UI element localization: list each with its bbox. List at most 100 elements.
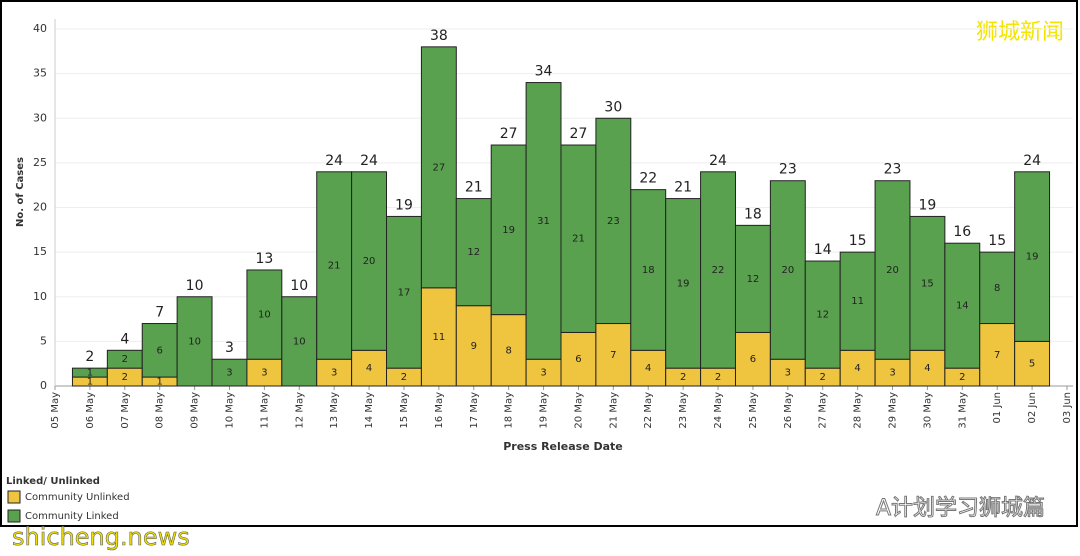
x-tick-label: 29 May: [888, 392, 899, 429]
x-tick-label: 17 May: [469, 392, 480, 429]
x-tick-label: 07 May: [120, 392, 131, 429]
bar-segment: [490, 314, 527, 387]
legend-label: Community Linked: [25, 511, 119, 522]
x-tick-label: 18 May: [504, 392, 515, 429]
total-label: 24: [709, 153, 727, 169]
total-label: 14: [814, 242, 832, 258]
x-tick-label: 08 May: [155, 392, 166, 429]
bar-segment: [525, 358, 562, 387]
x-tick-label: 15 May: [399, 392, 410, 429]
segment-label: 22: [712, 265, 725, 276]
watermark: shicheng.news: [12, 523, 190, 551]
total-label: 15: [988, 233, 1006, 249]
watermark: A计划学习狮城篇: [876, 496, 1045, 521]
segment-label: 4: [645, 363, 651, 374]
segment-label: 15: [921, 278, 934, 289]
x-tick-label: 16 May: [434, 392, 445, 429]
x-tick-label: 30 May: [922, 392, 933, 429]
bar-segment: [176, 296, 213, 387]
segment-label: 18: [642, 265, 655, 276]
bar-segment: [979, 251, 1016, 325]
y-axis-label: No. of Cases: [15, 157, 26, 227]
total-label: 24: [360, 153, 378, 169]
y-tick-label: 30: [33, 111, 47, 124]
segment-label: 20: [886, 265, 899, 276]
legend-swatch: [7, 509, 21, 523]
bar-segment: [874, 180, 911, 360]
y-tick-label: 20: [33, 201, 47, 214]
segment-label: 4: [854, 363, 860, 374]
x-tick-label: 28 May: [853, 392, 864, 429]
bar-segment: [351, 171, 388, 351]
segment-label: 20: [363, 256, 376, 267]
total-label: 34: [535, 64, 553, 80]
total-label: 19: [395, 197, 413, 213]
bar-segment: [769, 180, 806, 360]
segment-label: 3: [331, 368, 337, 379]
legend-label: Community Unlinked: [25, 492, 130, 503]
total-label: 19: [918, 197, 936, 213]
x-tick-label: 19 May: [539, 392, 550, 429]
segment-label: 1: [87, 368, 93, 379]
bar-segment: [455, 198, 492, 307]
segment-label: 3: [226, 368, 232, 379]
segment-label: 2: [122, 354, 128, 365]
total-label: 38: [430, 28, 448, 44]
segment-label: 20: [781, 265, 794, 276]
y-tick-label: 10: [33, 290, 47, 303]
legend-swatch: [7, 490, 21, 504]
segment-label: 21: [328, 261, 341, 272]
segment-label: 17: [398, 287, 411, 298]
bar-segment: [316, 171, 353, 360]
segment-label: 2: [959, 372, 965, 383]
total-label: 4: [120, 331, 129, 347]
bar-segment: [595, 323, 632, 387]
bar-segment: [769, 358, 806, 387]
bar-segment: [839, 251, 876, 351]
segment-label: 3: [540, 368, 546, 379]
bar-segment: [944, 242, 981, 369]
bar-segment: [525, 82, 562, 360]
x-tick-label: 31 May: [957, 392, 968, 429]
x-tick-label: 24 May: [713, 392, 724, 429]
segment-label: 10: [293, 336, 306, 347]
segment-label: 4: [924, 363, 930, 374]
x-tick-label: 25 May: [748, 392, 759, 429]
segment-label: 1: [87, 377, 93, 388]
bar-segment: [420, 287, 457, 387]
segment-label: 11: [432, 332, 445, 343]
segment-label: 3: [785, 368, 791, 379]
total-label: 15: [849, 233, 867, 249]
total-label: 27: [570, 126, 588, 142]
legend-title: Linked/ Unlinked: [6, 476, 100, 487]
total-label: 30: [604, 99, 622, 115]
total-label: 2: [85, 349, 94, 365]
bar-segment: [700, 171, 736, 369]
segment-label: 5: [1029, 359, 1035, 370]
y-tick-label: 15: [33, 245, 47, 258]
x-tick-label: 20 May: [573, 392, 584, 429]
segment-label: 4: [366, 363, 372, 374]
segment-label: 27: [432, 162, 445, 173]
y-tick-label: 5: [40, 334, 47, 347]
x-tick-label: 10 May: [224, 392, 235, 429]
x-tick-label: 27 May: [818, 392, 829, 429]
total-label: 23: [884, 162, 902, 178]
segment-label: 8: [994, 283, 1000, 294]
segment-label: 6: [750, 354, 756, 365]
y-tick-label: 25: [33, 156, 47, 169]
segment-label: 2: [122, 372, 128, 383]
total-label: 16: [953, 224, 971, 240]
total-label: 10: [186, 278, 204, 294]
x-tick-label: 12 May: [294, 392, 305, 429]
total-label: 24: [1023, 153, 1041, 169]
segment-label: 3: [889, 368, 895, 379]
bar-segment: [630, 189, 667, 351]
segment-label: 2: [820, 372, 826, 383]
y-tick-label: 35: [33, 67, 47, 80]
bar-segment: [734, 224, 771, 333]
segment-label: 7: [994, 350, 1000, 361]
x-tick-label: 01 Jun: [992, 392, 1003, 424]
segment-label: 8: [505, 345, 511, 356]
